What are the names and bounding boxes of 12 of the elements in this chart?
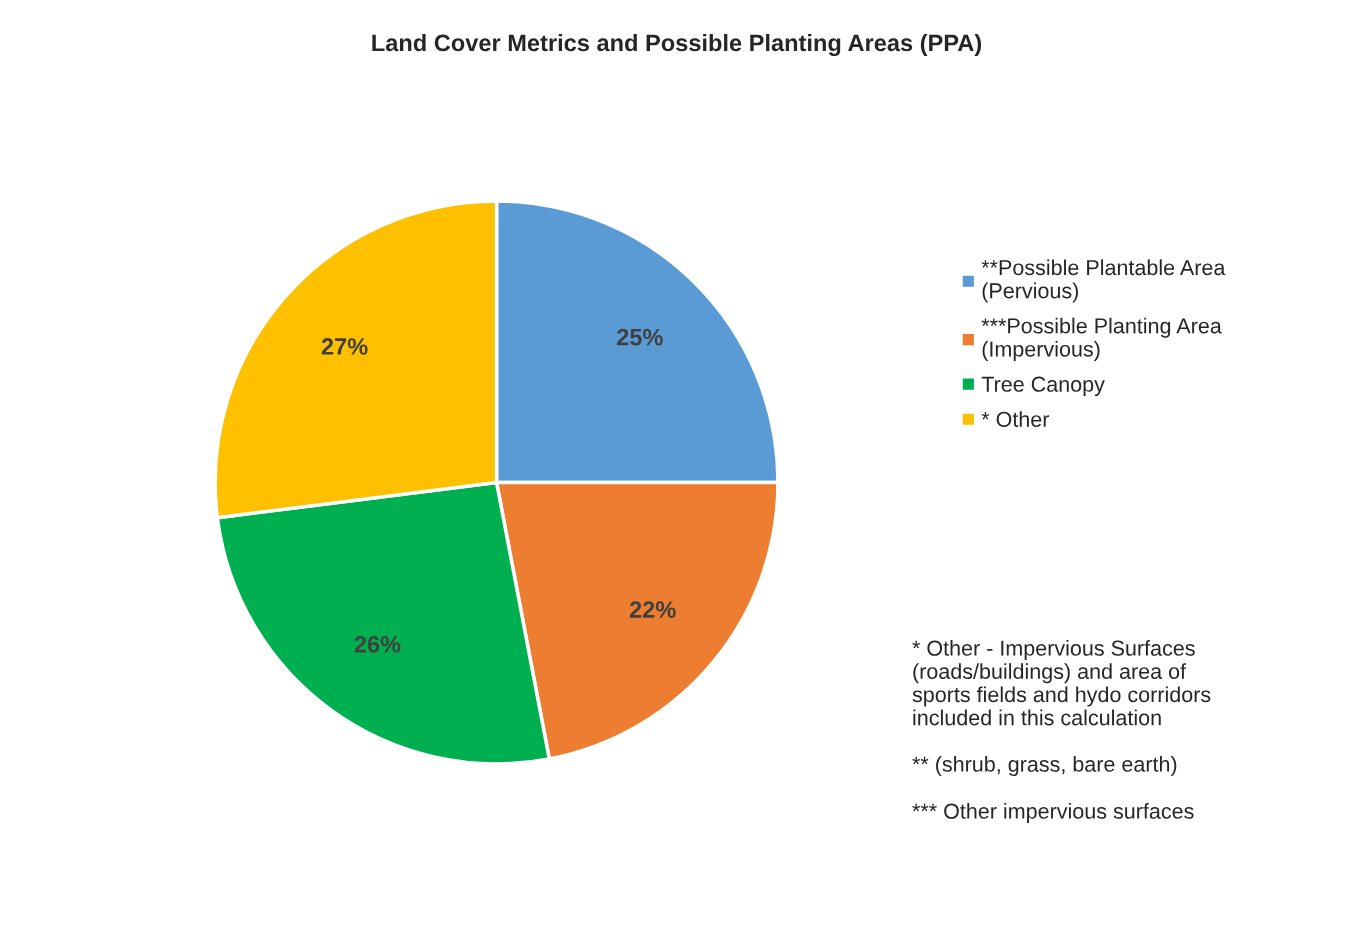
data-label: 25% [617,328,663,346]
text: *** Other impervious surfaces [912,803,1194,824]
data-label: 27% [321,338,368,355]
chart-title: Land Cover Metrics and Possible Planting Areas (PPA) [372,33,982,57]
legend-label: Tree Canopy [981,376,1105,397]
text: * Other - Impervious Surfaces (roads/buildings) and area of sports fields and hydo corridors included in this calculation [912,640,1211,726]
legend-label: **Possible Plantable Area (Pervious) [981,259,1226,303]
legend-label: * Other [981,411,1050,427]
data-label: 22% [629,601,676,618]
legend-label: ***Possible Planting Area (Impervious) [981,317,1222,361]
text: ** (shrub, grass, bare earth) [912,756,1177,777]
data-label: 26% [354,635,401,653]
